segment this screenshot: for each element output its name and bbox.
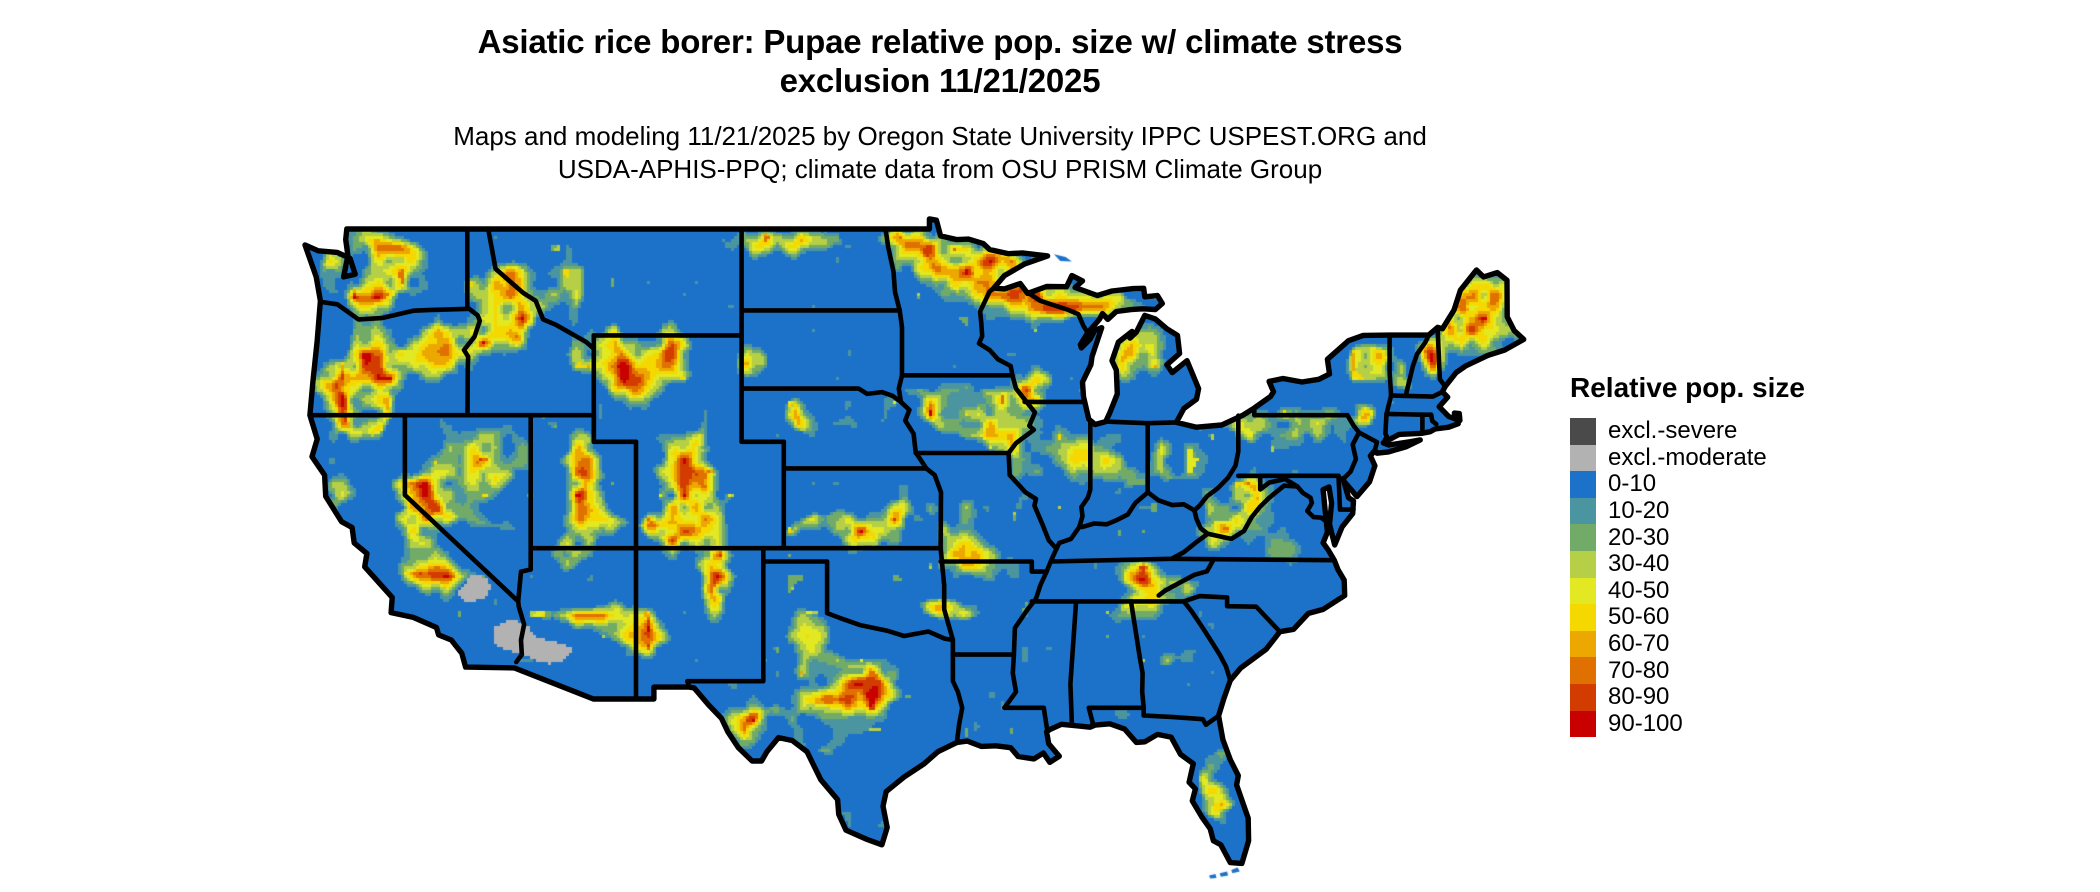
legend-row: 60-70 bbox=[1570, 630, 1870, 658]
legend-rows: excl.-severe excl.-moderate 0-10 10-20 20-30… bbox=[1570, 417, 1870, 738]
legend-label: 80-90 bbox=[1608, 683, 1670, 711]
legend-label: 60-70 bbox=[1608, 630, 1670, 658]
legend-swatch bbox=[1570, 550, 1596, 578]
legend-swatch bbox=[1570, 418, 1596, 445]
legend-swatch bbox=[1570, 683, 1596, 711]
legend-row: 50-60 bbox=[1570, 603, 1870, 631]
legend-swatch bbox=[1570, 497, 1596, 525]
legend-row: 40-50 bbox=[1570, 576, 1870, 605]
legend-swatch bbox=[1570, 710, 1596, 738]
legend-label: 0-10 bbox=[1608, 470, 1657, 498]
legend-label: excl.-moderate bbox=[1608, 443, 1767, 471]
legend-label: excl.-severe bbox=[1608, 417, 1738, 445]
legend-row: 10-20 bbox=[1570, 497, 1870, 525]
legend-row: 70-80 bbox=[1570, 657, 1870, 684]
legend-swatch bbox=[1570, 524, 1596, 551]
legend-swatch bbox=[1570, 471, 1596, 498]
legend-label: 20-30 bbox=[1608, 523, 1670, 551]
legend-swatch bbox=[1570, 444, 1596, 472]
legend-title: Relative pop. size bbox=[1570, 372, 1805, 403]
legend-label: 50-60 bbox=[1608, 603, 1670, 631]
legend-label: 70-80 bbox=[1608, 656, 1670, 684]
legend-label: 30-40 bbox=[1608, 550, 1670, 578]
legend-label: 90-100 bbox=[1608, 709, 1683, 737]
legend-row: 30-40 bbox=[1570, 550, 1870, 578]
legend-swatch bbox=[1570, 657, 1596, 684]
legend-row: excl.-severe bbox=[1570, 417, 1870, 445]
legend-row: 0-10 bbox=[1570, 470, 1870, 498]
legend-swatch bbox=[1570, 577, 1596, 605]
legend: Relative pop. size excl.-severe excl.-mod… bbox=[1570, 372, 1870, 738]
legend-label: 40-50 bbox=[1608, 576, 1670, 604]
legend-row: 90-100 bbox=[1570, 709, 1870, 738]
legend-label: 10-20 bbox=[1608, 497, 1670, 525]
legend-swatch bbox=[1570, 630, 1596, 658]
legend-swatch bbox=[1570, 604, 1596, 631]
legend-row: 20-30 bbox=[1570, 524, 1870, 551]
legend-row: excl.-moderate bbox=[1570, 443, 1870, 472]
legend-row: 80-90 bbox=[1570, 683, 1870, 711]
